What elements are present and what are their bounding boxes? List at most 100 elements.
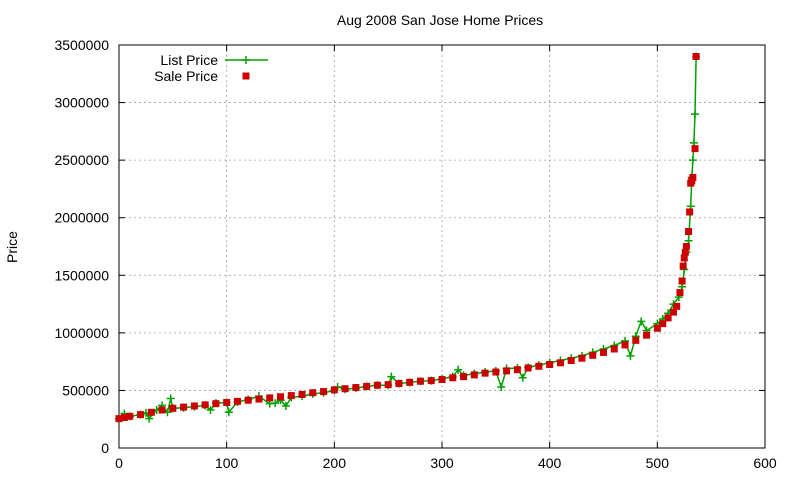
list-price-point [387,372,396,381]
sale-price-point [298,390,306,398]
y-tick-label: 2000000 [54,210,109,226]
series-list-price [115,52,701,423]
sale-price-point [664,314,672,322]
sale-price-point [341,385,349,393]
sale-price-point [287,392,295,400]
x-tick-label: 400 [538,455,562,471]
sale-price-point [689,173,697,181]
sale-price-point [169,404,177,412]
sale-price-point [233,397,241,405]
sale-price-point [676,289,684,297]
y-tick-label: 3500000 [54,37,109,53]
x-tick-label: 600 [753,455,777,471]
x-tick-label: 200 [323,455,347,471]
grid-layer [119,45,765,448]
list-price-point [145,414,154,423]
sale-price-point [567,356,575,364]
series-layer [115,52,701,423]
sale-price-point [158,406,166,414]
sale-price-point [632,336,640,344]
sale-price-point [330,386,338,394]
list-price-point [637,317,646,326]
sale-price-point [513,366,521,374]
sale-price-point [692,53,700,61]
sale-price-point [147,408,155,416]
sale-price-point [212,400,220,408]
sale-price-point [600,348,607,356]
sale-price-point [438,375,446,383]
sale-price-point [578,354,586,362]
sale-price-point [610,345,618,353]
sale-price-point [373,381,381,389]
list-price-point [166,394,175,403]
sale-price-point [427,377,435,385]
sale-price-point [277,393,284,401]
sale-price-point [126,412,134,420]
legend-label: Sale Price [154,68,218,84]
y-tick-label: 1500000 [54,267,109,283]
sale-price-point [535,362,543,370]
sale-price-point [470,371,478,379]
sale-price-point [309,389,317,397]
y-axis-label: Price [4,231,20,263]
sale-price-point [643,331,651,339]
sale-price-point [678,277,686,285]
sale-price-point [492,368,500,376]
y-tick-label: 3000000 [54,95,109,111]
sale-price-point [320,388,328,396]
sale-price-point [395,380,403,388]
y-tick-label: 1000000 [54,325,109,341]
y-tick-label: 500000 [62,382,109,398]
list-price-line [118,56,697,420]
sale-price-point [691,145,699,153]
sale-price-point [546,361,554,369]
sale-price-point [669,308,677,316]
sale-price-point [589,351,597,359]
list-price-point [281,401,290,410]
sale-price-point [137,411,145,419]
sale-price-point [681,248,689,256]
sale-price-point [180,403,188,411]
sale-price-point [673,302,681,310]
sale-price-point [556,359,564,367]
sale-price-point [363,382,371,390]
legend-label: List Price [160,52,218,68]
sale-price-point [255,395,263,403]
x-tick-label: 0 [115,455,123,471]
sale-price-point [120,413,128,421]
sale-price-point [653,324,661,332]
sale-price-point [481,369,489,377]
sale-price-point [685,228,693,236]
chart-title: Aug 2008 San Jose Home Prices [337,12,543,28]
y-tick-label: 2500000 [54,152,109,168]
list-price-point [626,351,635,360]
tick-layer: 0 100 200 300 400 500 600 0 500000 1000000 1500000… [54,37,776,471]
y-tick-label: 0 [101,440,109,456]
series-sale-price [115,53,700,423]
sale-price-point [384,381,392,389]
sale-price-point [621,341,629,349]
sale-price-point [190,402,198,410]
sale-price-point [244,396,252,404]
sale-price-point [416,377,424,385]
list-price-point [224,408,233,417]
list-price-point [691,110,700,119]
list-price-point [518,373,527,382]
x-tick-label: 100 [215,455,239,471]
sale-price-point [679,262,687,270]
legend-square-marker [242,72,250,80]
list-price-point [271,399,280,408]
sale-price-point [406,378,414,386]
sale-price-point [115,415,123,423]
x-tick-label: 300 [430,455,454,471]
legend-plus-marker [242,56,250,64]
list-price-point [206,406,215,415]
sale-price-point [524,364,532,372]
list-price-point [688,156,697,165]
x-tick-label: 500 [646,455,670,471]
sale-price-point [659,320,667,328]
sale-price-point [223,399,231,407]
sale-price-point [680,254,688,262]
